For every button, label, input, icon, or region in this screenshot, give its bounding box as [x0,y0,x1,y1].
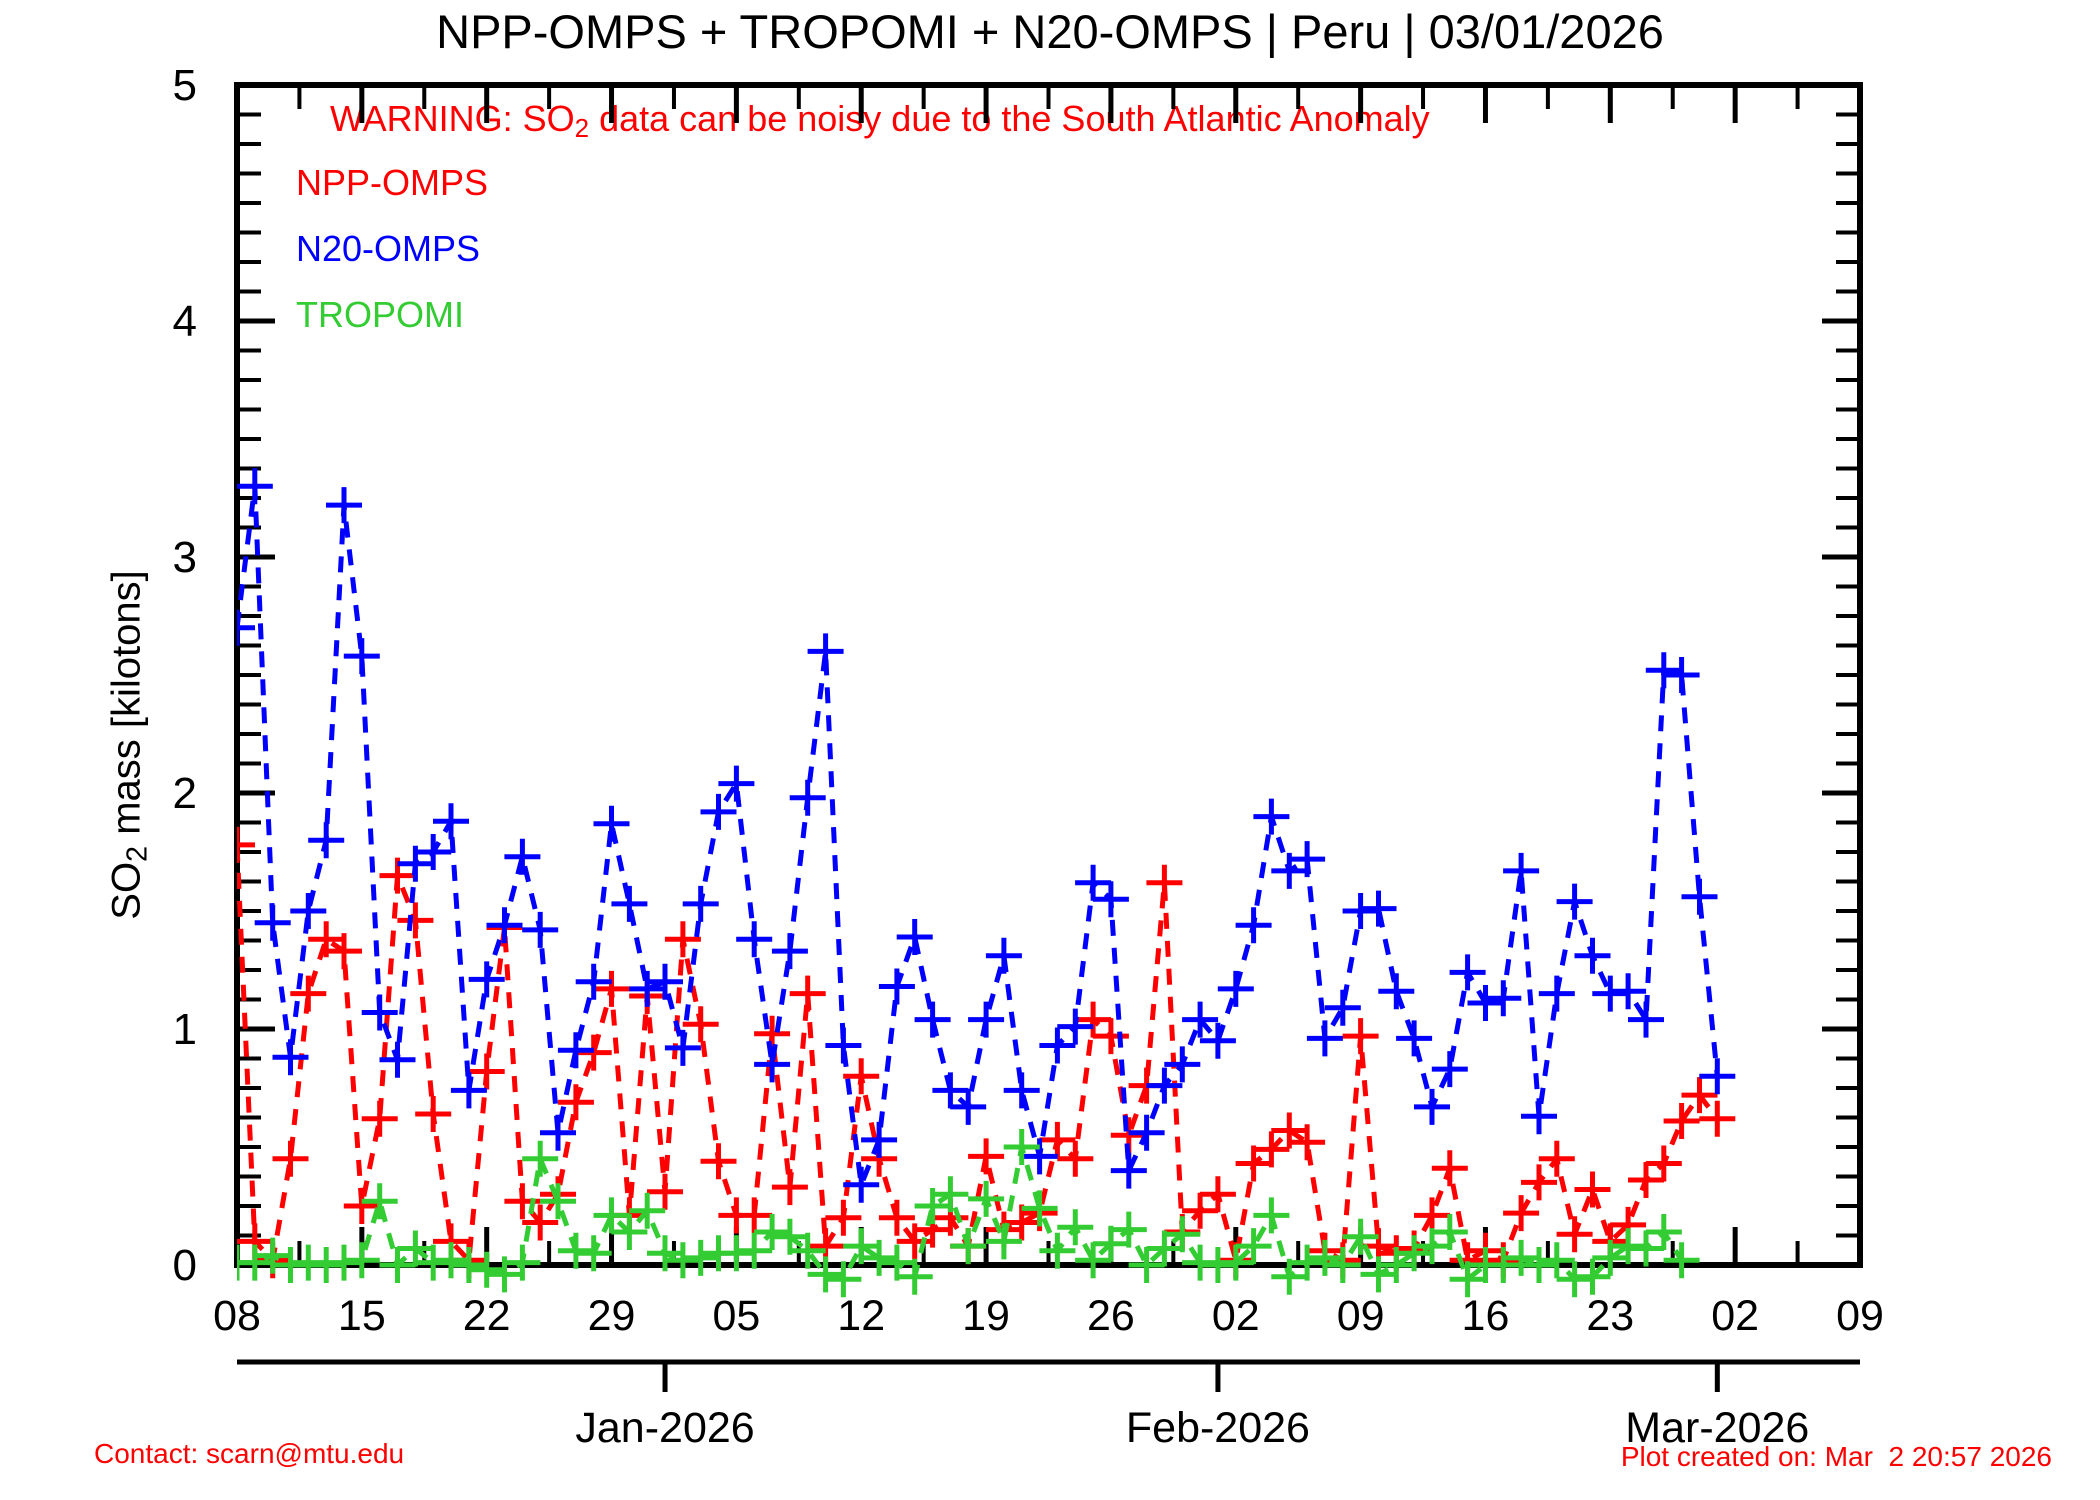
x-tick-label: 12 [837,1292,885,1340]
x-tick-label: 09 [1337,1292,1385,1340]
x-tick-label: 22 [463,1292,511,1340]
legend-item-npp-omps: NPP-OMPS [296,162,489,203]
month-tick-label: Mar-2026 [1625,1404,1809,1452]
series-tropomi [237,1129,1700,1298]
warning-subscript: 2 [574,115,590,144]
y-tick-label: 0 [173,1241,197,1290]
footer-created-on: Plot created on: Mar 2 20:57 2026 [1620,1441,2052,1472]
x-tick-label: 29 [588,1292,636,1340]
legend-item-n20-omps: N20-OMPS [296,228,481,269]
series-markers-n20-omps [237,468,1736,1203]
x-tick-label: 09 [1836,1292,1884,1340]
series-markers-tropomi [237,1129,1700,1298]
x-axis-ticks: 08 15 22 29 05 12 19 26 02 09 16 23 02 09 [213,85,1884,1340]
x-tick-label: 19 [962,1292,1010,1340]
series-line-n20-omps [237,485,1720,1195]
x-tick-label: 02 [1711,1292,1759,1340]
x-tick-label: 23 [1586,1292,1634,1340]
x-tick-label: 16 [1462,1292,1510,1340]
y-tick-label: 2 [173,769,197,818]
x-tick-label: 08 [213,1292,261,1340]
y-axis-ticks: 0 1 2 3 4 5 [173,61,1860,1290]
y-tick-label: 5 [173,61,197,110]
y-tick-label: 1 [173,1005,197,1054]
y-tick-label: 4 [173,297,197,346]
month-axis: Jan-2026 Feb-2026 Mar-2026 [237,1359,1860,1452]
footer-contact: Contact: scarn@mtu.edu [94,1438,405,1469]
month-tick-label: Jan-2026 [575,1404,754,1452]
legend-item-tropomi: TROPOMI [296,294,464,335]
month-tick-label: Feb-2026 [1126,1404,1310,1452]
y-tick-label: 3 [173,533,197,582]
x-tick-label: 05 [712,1292,760,1340]
chart-title: NPP-OMPS + TROPOMI + N20-OMPS | Peru | 0… [436,5,1664,58]
warning-prefix: WARNING: SO [330,98,575,139]
series-line-npp-omps [237,844,1720,1267]
series-n20-omps [237,468,1736,1203]
x-tick-label: 15 [338,1292,386,1340]
x-tick-label: 26 [1087,1292,1135,1340]
x-tick-label: 02 [1212,1292,1260,1340]
